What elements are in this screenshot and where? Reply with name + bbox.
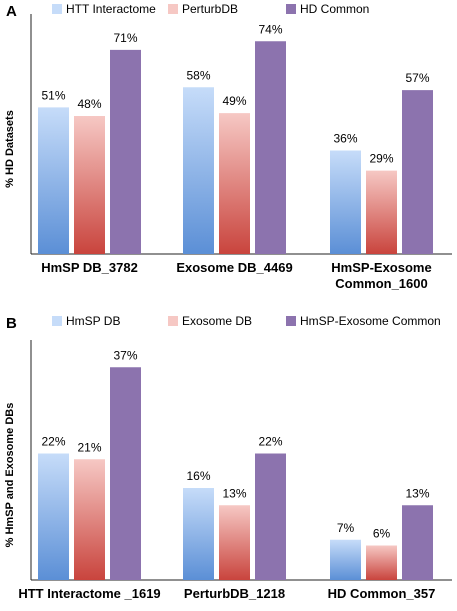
category-label-2: PerturbDB_1218 xyxy=(184,586,285,601)
data-label-1-2: 16% xyxy=(186,469,210,483)
bar-1-1 xyxy=(38,107,69,254)
bar-1-3 xyxy=(330,150,361,254)
category-label-1: HTT Interactome _1619 xyxy=(18,586,160,601)
category-label-3: HD Common_357 xyxy=(328,586,436,601)
data-label-2-1: 48% xyxy=(77,97,101,111)
bar-3-3 xyxy=(402,90,433,254)
data-label-2-2: 49% xyxy=(222,94,246,108)
legend-swatch-2 xyxy=(168,316,178,326)
legend-swatch-1 xyxy=(52,4,62,14)
legend-swatch-3 xyxy=(286,4,296,14)
data-label-2-2: 13% xyxy=(222,486,246,500)
panel-label: B xyxy=(6,315,17,332)
bar-2-3 xyxy=(366,170,397,254)
legend-swatch-3 xyxy=(286,316,296,326)
data-label-1-2: 58% xyxy=(186,68,210,82)
data-label-1-1: 51% xyxy=(41,88,65,102)
bar-1-3 xyxy=(330,539,361,580)
data-label-2-3: 29% xyxy=(369,152,393,166)
legend-label-1: HmSP DB xyxy=(66,314,120,328)
y-axis-label: % HmSP and Exosome DBs xyxy=(4,403,16,548)
bar-3-2 xyxy=(255,41,286,254)
data-label-3-2: 22% xyxy=(258,435,282,449)
data-label-2-1: 21% xyxy=(77,440,101,454)
bar-2-1 xyxy=(74,116,105,254)
legend-swatch-1 xyxy=(52,316,62,326)
bar-1-2 xyxy=(183,87,214,254)
data-label-1-3: 7% xyxy=(337,521,355,535)
bar-2-1 xyxy=(74,459,105,580)
category-label-2: Exosome DB_4469 xyxy=(176,260,292,275)
panel-label: A xyxy=(6,3,17,20)
bar-2-3 xyxy=(366,545,397,580)
legend-label-2: Exosome DB xyxy=(182,314,252,328)
legend-label-3: HD Common xyxy=(300,2,369,16)
bar-3-1 xyxy=(110,49,141,254)
category-label-3: HmSP-Exosome xyxy=(331,260,431,275)
data-label-1-3: 36% xyxy=(333,132,357,146)
bar-2-2 xyxy=(219,113,250,254)
bar-3-1 xyxy=(110,367,141,580)
data-label-3-3: 57% xyxy=(405,71,429,85)
legend-label-3: HmSP-Exosome Common xyxy=(300,314,441,328)
y-axis-label: % HD Datasets xyxy=(4,110,16,188)
legend-label-1: HTT Interactome xyxy=(66,2,156,16)
bar-2-2 xyxy=(219,505,250,580)
category-label-3: Common_1600 xyxy=(335,276,427,291)
bar-3-3 xyxy=(402,505,433,580)
data-label-3-2: 74% xyxy=(258,22,282,36)
data-label-3-3: 13% xyxy=(405,486,429,500)
bar-1-1 xyxy=(38,453,69,580)
data-label-1-1: 22% xyxy=(41,435,65,449)
data-label-2-3: 6% xyxy=(373,527,391,541)
data-label-3-1: 71% xyxy=(113,31,137,45)
data-label-3-1: 37% xyxy=(113,348,137,362)
legend-label-2: PerturbDB xyxy=(182,2,238,16)
category-label-1: HmSP DB_3782 xyxy=(41,260,138,275)
legend-swatch-2 xyxy=(168,4,178,14)
bar-1-2 xyxy=(183,488,214,580)
bar-3-2 xyxy=(255,453,286,580)
